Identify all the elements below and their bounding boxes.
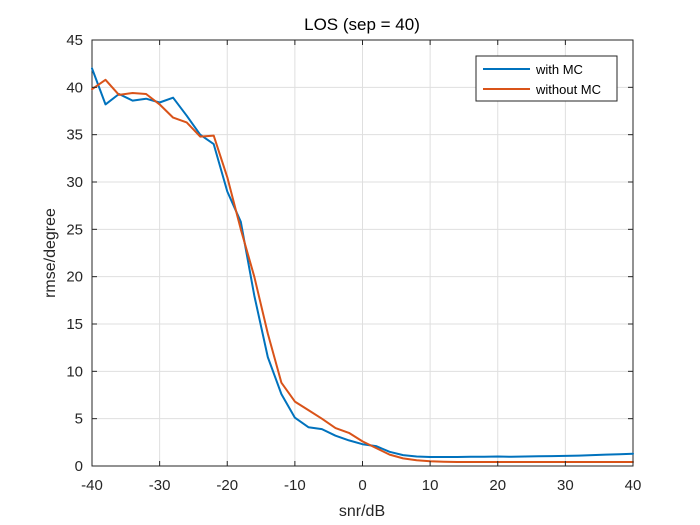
y-tick-label: 40 — [66, 79, 83, 96]
y-tick-label: 15 — [66, 316, 83, 333]
x-tick-label: 20 — [489, 477, 506, 494]
legend-label-with-mc: with MC — [535, 62, 583, 77]
legend: with MC without MC — [475, 55, 618, 102]
series-layer — [91, 67, 634, 463]
series-line-without-mc — [91, 78, 634, 463]
chart-title: LOS (sep = 40) — [304, 15, 420, 34]
grid-layer — [91, 39, 634, 467]
legend-box — [475, 55, 618, 102]
x-tick-label: -40 — [81, 477, 103, 494]
x-tick-label: 40 — [625, 477, 642, 494]
y-tick-label: 45 — [66, 32, 83, 49]
y-tick-label: 10 — [66, 363, 83, 380]
y-tick-label: 35 — [66, 127, 83, 144]
legend-label-without-mc: without MC — [535, 82, 601, 97]
x-tick-label: -10 — [284, 477, 306, 494]
x-tick-label: -20 — [216, 477, 238, 494]
x-tick-label: 30 — [557, 477, 574, 494]
y-tick-label: 5 — [75, 411, 83, 428]
tick-layer: -40 -30 -20 -10 0 10 20 30 40 0 5 10 15 20 25 30 35 40 45 — [66, 32, 641, 494]
x-tick-label: 10 — [422, 477, 439, 494]
x-axis-label: snr/dB — [339, 503, 385, 520]
series-line-with-mc — [91, 67, 634, 458]
y-tick-label: 20 — [66, 269, 83, 286]
y-tick-label: 0 — [75, 458, 83, 475]
x-tick-label: -30 — [149, 477, 171, 494]
y-axis-label: rmse/degree — [42, 208, 59, 298]
y-tick-label: 25 — [66, 221, 83, 238]
y-tick-label: 30 — [66, 174, 83, 191]
x-tick-label: 0 — [358, 477, 366, 494]
